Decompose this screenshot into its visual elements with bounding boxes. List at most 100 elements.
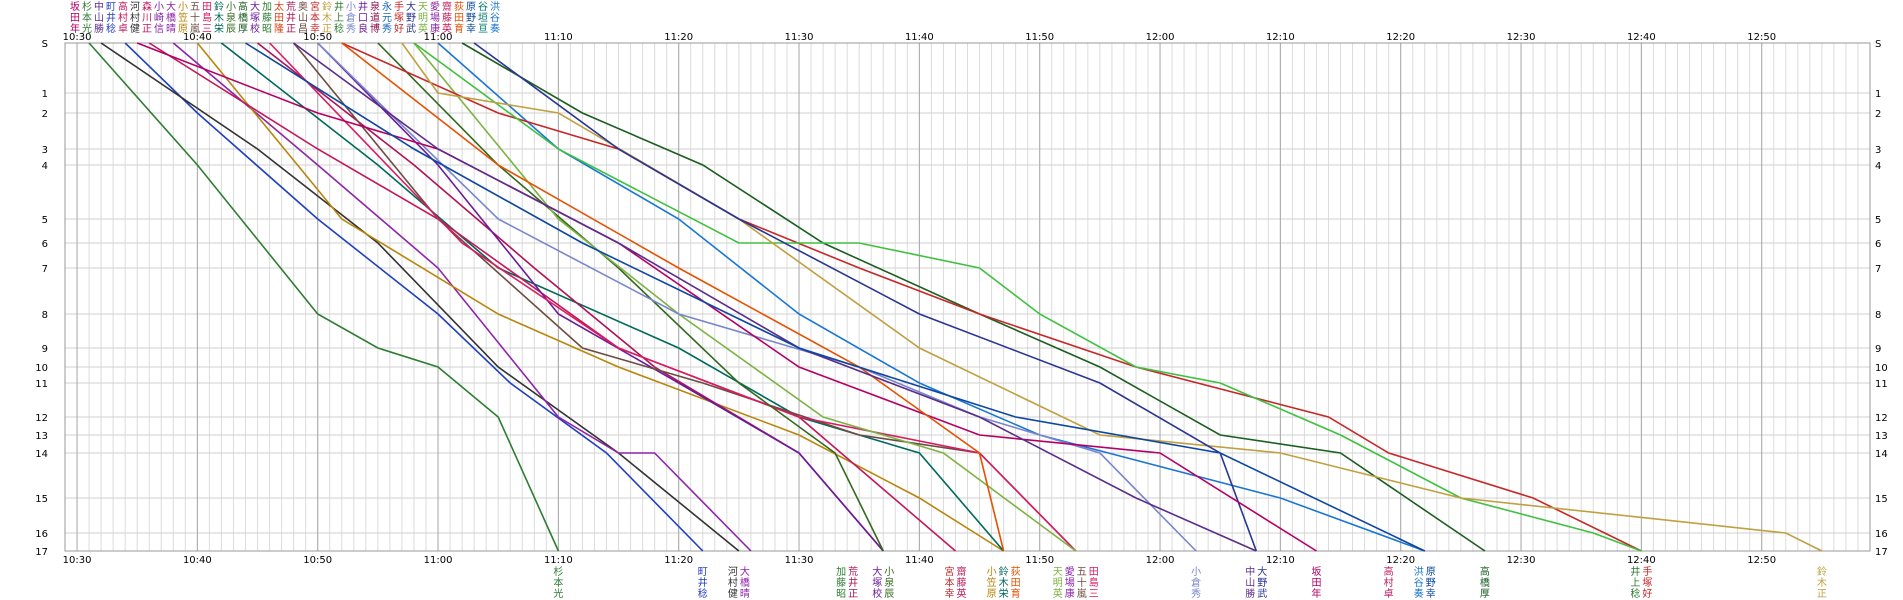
- finish-name-char: 田: [1311, 578, 1321, 589]
- finish-name-char: 井: [848, 576, 858, 589]
- finish-name-char: 秀: [1191, 588, 1201, 600]
- finish-name-char: 町: [698, 567, 708, 578]
- series-line: [317, 42, 884, 552]
- y-tick-label: 11: [1875, 379, 1888, 390]
- x-tick-label: 11:20: [664, 555, 693, 566]
- finish-name-char: 栄: [999, 588, 1009, 600]
- finish-name-char: 坂: [1311, 566, 1321, 578]
- finish-name-char: 井: [1630, 565, 1640, 578]
- y-tick-label: 12: [1875, 413, 1888, 424]
- series-line: [196, 42, 1005, 552]
- finish-name-char: 厚: [1480, 588, 1490, 600]
- y-tick-label: 15: [35, 494, 48, 505]
- x-tick-label: 11:50: [1025, 555, 1054, 566]
- header-name-char: 小: [154, 1, 164, 13]
- header-name-char: 洪: [490, 1, 500, 13]
- header-name-char: 亘: [478, 24, 488, 35]
- y-tick-label: 1: [1875, 89, 1881, 100]
- x-tick-label: 12:00: [1146, 555, 1175, 566]
- finish-name-char: 手: [1642, 565, 1652, 578]
- header-name-char: 博: [370, 22, 380, 35]
- finish-name-char: 稔: [698, 587, 708, 600]
- header-name-char: 好: [394, 23, 404, 35]
- y-tick-label: 16: [35, 529, 48, 540]
- x-tick-label: 11:00: [424, 32, 453, 43]
- header-name-char: 塚: [394, 12, 404, 24]
- x-tick-label: 10:30: [63, 555, 92, 566]
- finish-name-char: 加: [836, 566, 846, 578]
- header-name-char: 昌: [298, 23, 308, 35]
- finish-name-char: 鈴: [1817, 565, 1827, 578]
- header-name-char: 太: [274, 0, 284, 13]
- finish-name-char: 谷: [1414, 577, 1424, 589]
- x-tick-label: 12:20: [1386, 32, 1415, 43]
- x-tick-label: 12:30: [1507, 555, 1536, 566]
- header-name-char: 卓: [118, 23, 128, 35]
- y-tick-label: 1: [42, 89, 48, 100]
- header-name-char: 武: [406, 22, 416, 35]
- finish-name-char: 大: [740, 565, 750, 578]
- series-line: [377, 42, 885, 552]
- x-tick-label: 12:00: [1146, 32, 1175, 43]
- header-name-char: 島: [202, 11, 212, 24]
- header-name-char: 木: [322, 12, 332, 24]
- x-tick-label: 12:10: [1266, 555, 1295, 566]
- header-name-char: 英: [418, 22, 428, 35]
- header-name-char: 加: [262, 1, 272, 13]
- header-name-char: 谷: [478, 1, 488, 13]
- finish-name-char: 橋: [1480, 576, 1490, 589]
- header-name-char: 鈴: [214, 0, 224, 13]
- header-name-char: 大: [166, 0, 176, 13]
- x-tick-label: 12:40: [1627, 32, 1656, 43]
- y-tick-label: 5: [42, 215, 48, 226]
- finish-name-char: 村: [1384, 576, 1394, 589]
- finish-name-char: 野: [1257, 577, 1267, 589]
- x-tick-label: 11:10: [544, 32, 573, 43]
- header-name-char: 厚: [238, 23, 248, 35]
- finish-name-char: 藤: [956, 577, 966, 589]
- series-line: [413, 42, 1077, 552]
- header-name-char: 垣: [478, 12, 488, 24]
- finish-name-char: 荒: [848, 566, 858, 578]
- header-name-char: 藤: [262, 12, 272, 24]
- finish-name-char: 小: [884, 566, 894, 578]
- y-tick-label: 11: [35, 379, 48, 390]
- finish-name-char: 小: [987, 566, 997, 578]
- x-tick-label: 11:20: [664, 32, 693, 43]
- major-grid: [64, 42, 1871, 552]
- x-tick-label: 12:30: [1507, 32, 1536, 43]
- header-name-char: 崎: [154, 11, 164, 24]
- finish-name-char: 藤: [836, 577, 846, 589]
- x-tick-label: 10:50: [303, 32, 332, 43]
- header-name-char: 山: [94, 12, 104, 24]
- header-name-char: 隆: [274, 22, 284, 35]
- finish-name-char: 塚: [872, 577, 882, 589]
- header-name-char: 晴: [166, 22, 176, 35]
- y-tick-label: 10: [1875, 363, 1888, 374]
- header-name-char: 川: [142, 13, 152, 24]
- finish-name-char: 原: [1426, 566, 1436, 578]
- series-line: [148, 42, 957, 552]
- finish-name-char: 中: [1245, 565, 1255, 578]
- header-name-char: 良: [358, 22, 368, 35]
- plot-frame: [64, 42, 1871, 552]
- finish-name-labels: 杉本光町井稔河村健大橋晴加藤昭荒井正大塚校小泉辰宮本幸齋藤英小笠原鈴木栄荻田育天…: [553, 565, 1827, 600]
- finish-name-char: 上: [1630, 577, 1640, 589]
- x-tick-label: 11:40: [905, 555, 934, 566]
- header-name-char: 永: [382, 0, 392, 13]
- finish-name-char: 嵐: [1077, 588, 1087, 600]
- header-name-char: 大: [406, 0, 416, 13]
- header-name-char: 村: [130, 11, 140, 24]
- finish-name-char: 高: [1480, 565, 1490, 578]
- y-tick-label: S: [1875, 39, 1881, 50]
- finish-name-char: 塚: [1642, 577, 1652, 589]
- y-tick-label: 7: [1875, 264, 1881, 275]
- x-tick-label: 10:30: [63, 32, 92, 43]
- header-name-char: 倉: [346, 11, 356, 24]
- series-line: [124, 42, 704, 552]
- header-name-char: 田: [454, 13, 464, 24]
- header-name-char: 場: [430, 11, 440, 24]
- finish-name-char: 三: [1089, 589, 1099, 600]
- header-name-char: 高: [118, 0, 128, 13]
